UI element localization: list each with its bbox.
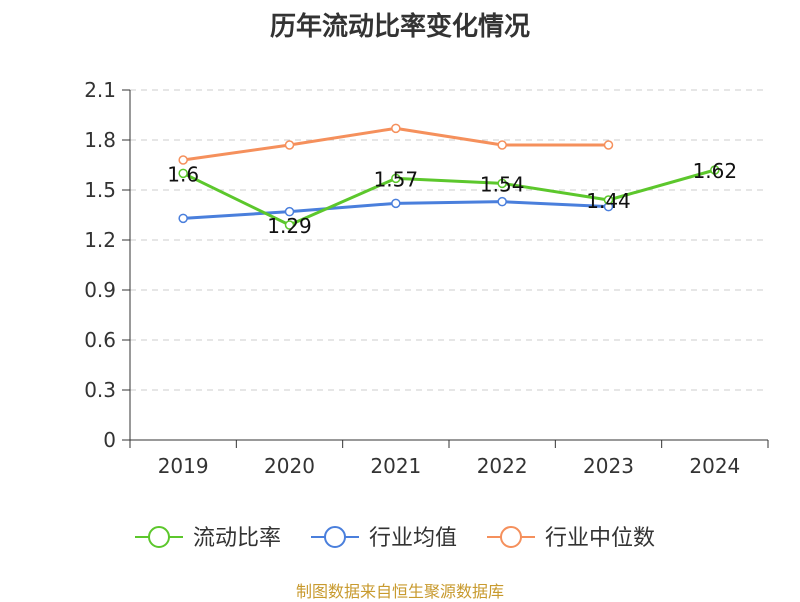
series-line-0 xyxy=(182,168,716,227)
series-point-0 xyxy=(178,168,188,179)
x-tick-label: 2019 xyxy=(158,454,209,478)
x-tick-label: 2024 xyxy=(689,454,740,478)
series-point-1 xyxy=(391,198,401,209)
legend-label: 行业中位数 xyxy=(545,526,655,551)
data-label: 1.6 xyxy=(167,162,199,186)
data-label: 1.29 xyxy=(267,214,312,238)
legend-marker xyxy=(500,526,522,548)
x-tick-label: 2021 xyxy=(370,454,421,478)
series-point-2 xyxy=(391,123,401,134)
data-label: 1.54 xyxy=(480,172,525,196)
series-point-2 xyxy=(178,155,188,165)
legend-marker xyxy=(324,526,346,548)
x-tick-label: 2020 xyxy=(264,454,315,478)
x-tick-label: 2023 xyxy=(583,454,634,478)
series-point-0 xyxy=(284,220,295,230)
y-tick-label: 1.5 xyxy=(84,178,116,202)
data-label: 1.57 xyxy=(374,167,419,191)
data-label: 1.62 xyxy=(693,159,738,183)
chart-title: 历年流动比率变化情况 xyxy=(269,12,530,42)
series-point-1 xyxy=(284,206,295,217)
series-point-0 xyxy=(391,173,401,184)
legend-marker xyxy=(148,526,170,548)
y-tick-label: 1.2 xyxy=(84,228,116,252)
legend-label: 行业均值 xyxy=(369,526,457,551)
y-tick-label: 1.8 xyxy=(84,128,116,152)
x-tick-label: 2022 xyxy=(477,454,528,478)
series-point-2 xyxy=(497,140,507,150)
series-point-0 xyxy=(603,195,614,205)
y-tick-label: 0.6 xyxy=(84,328,116,352)
series-point-2 xyxy=(284,140,295,150)
y-tick-label: 0.9 xyxy=(84,278,116,302)
series-point-0 xyxy=(710,165,720,175)
series-point-2 xyxy=(603,140,614,150)
y-tick-label: 0 xyxy=(103,428,116,452)
legend-label: 流动比率 xyxy=(193,526,281,551)
data-label: 1.44 xyxy=(586,189,631,213)
series-point-1 xyxy=(178,213,188,224)
data-source-note: 制图数据来自恒生聚源数据库 xyxy=(295,582,504,601)
y-tick-label: 2.1 xyxy=(84,78,116,102)
series-point-1 xyxy=(497,196,507,207)
y-tick-label: 0.3 xyxy=(84,378,116,402)
series-point-0 xyxy=(497,178,507,189)
